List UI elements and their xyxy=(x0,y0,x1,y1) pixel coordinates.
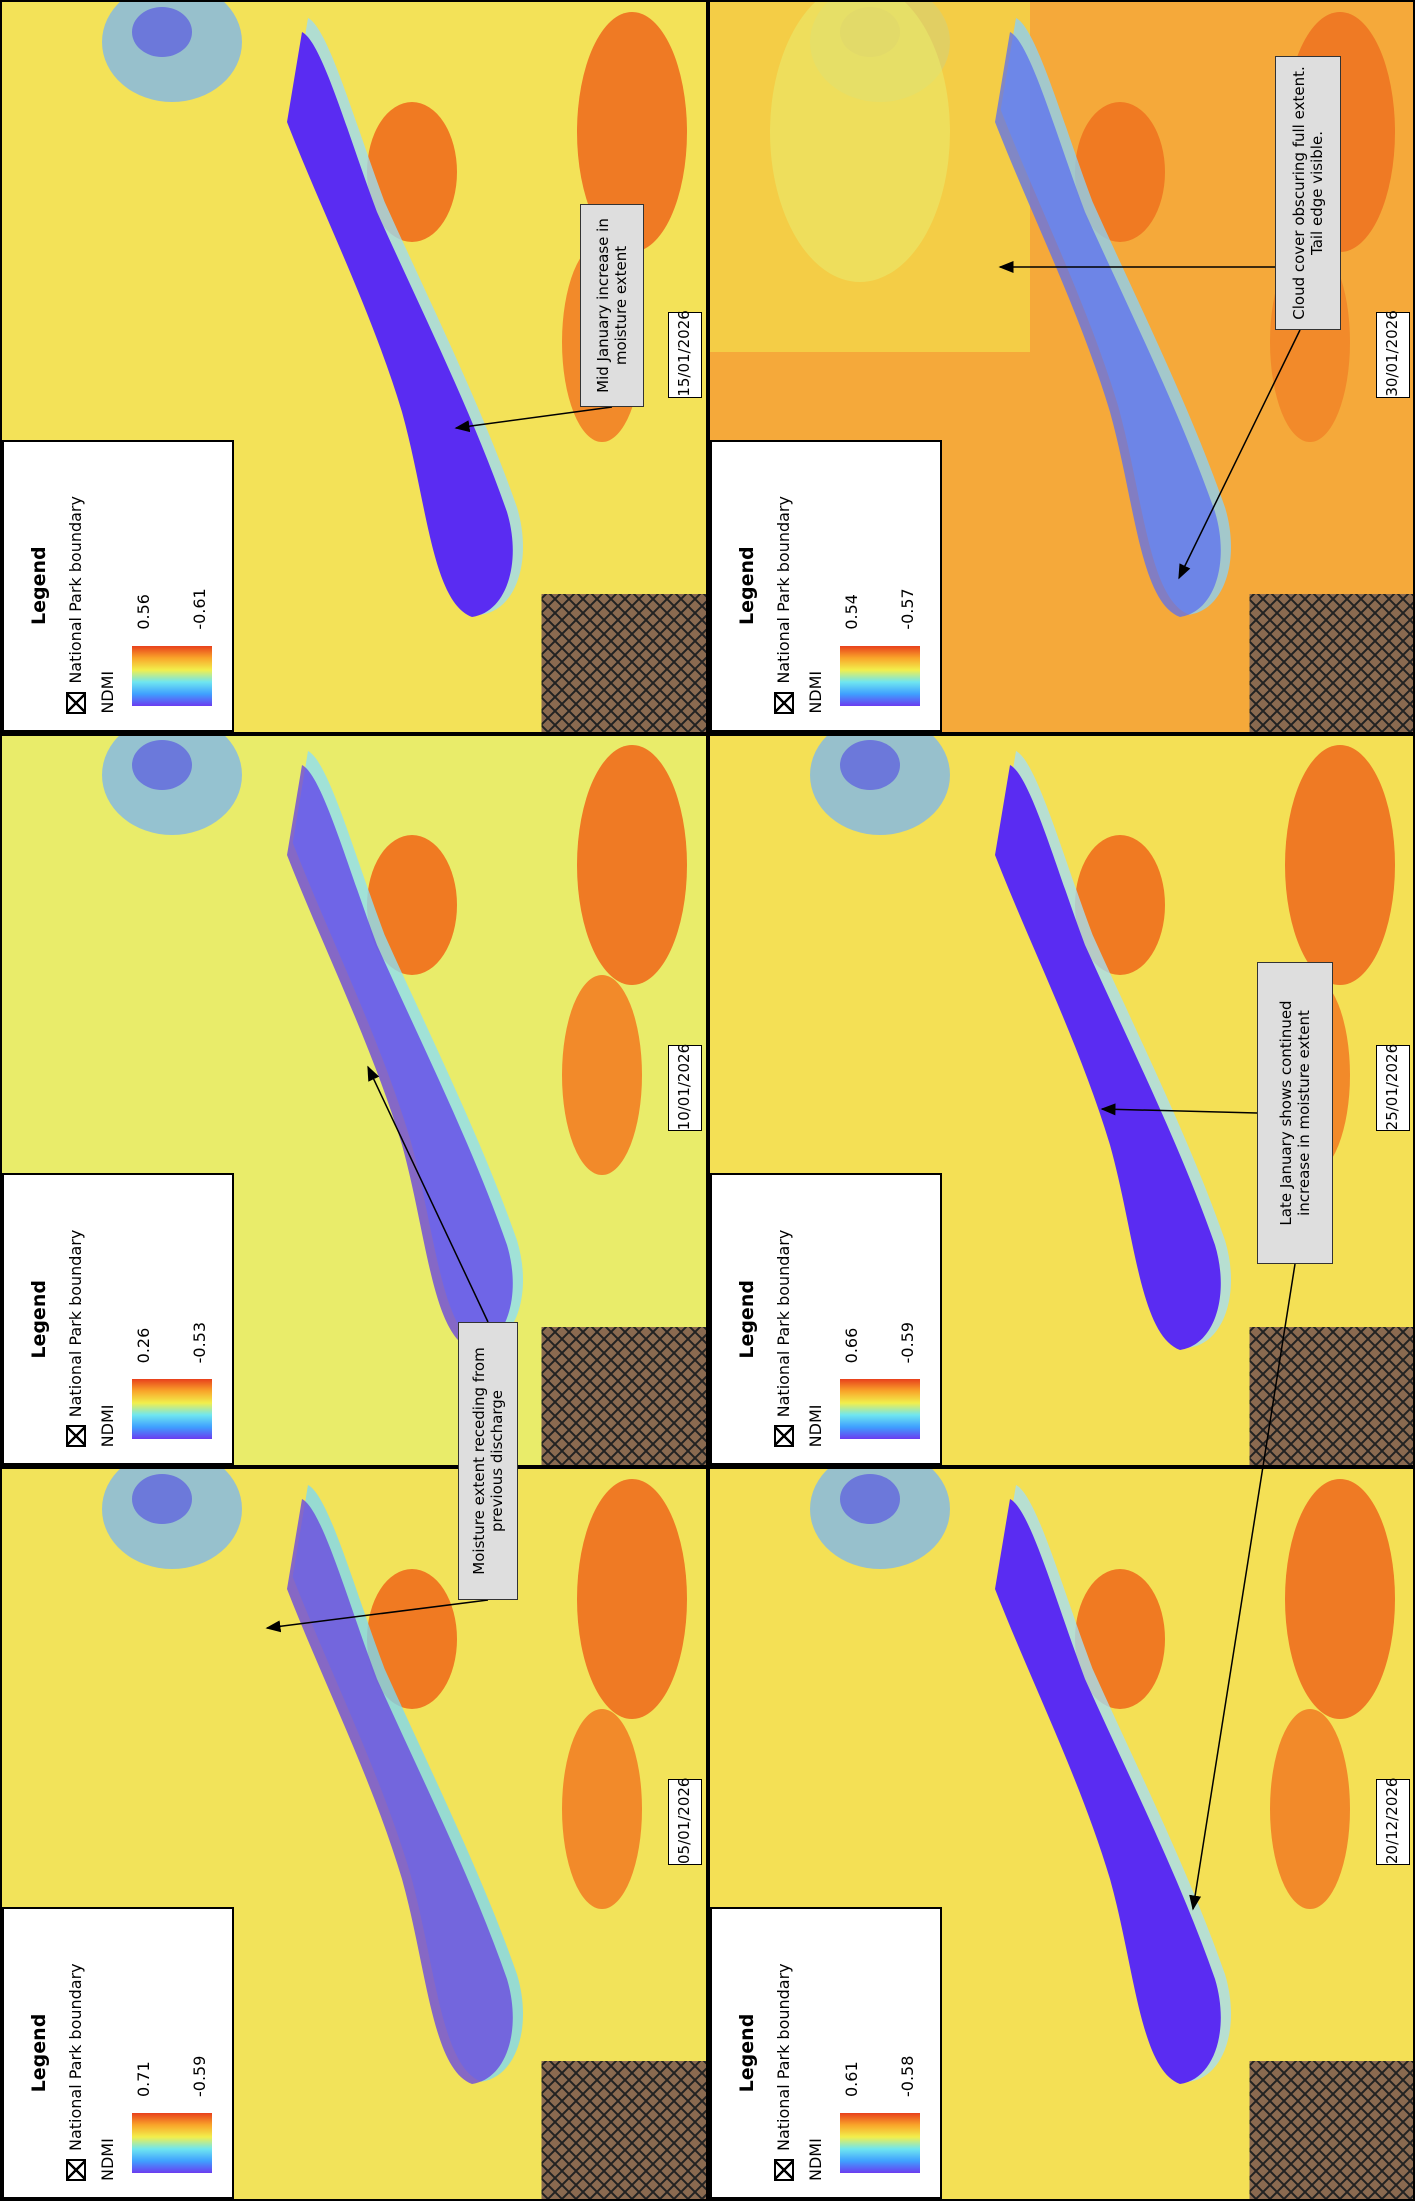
boundary-icon xyxy=(66,692,86,714)
park-boundary xyxy=(1249,2061,1415,2199)
annotation: Cloud cover obscuring full extent. Tail … xyxy=(1275,56,1341,330)
color-ramp xyxy=(132,1379,212,1439)
map-sheet: Legend National Park boundary NDMI 0.71 -0.5… xyxy=(0,0,1415,2201)
legend-title: Legend xyxy=(28,1909,50,2197)
annotation: Moisture extent receding from previous d… xyxy=(458,1322,518,1600)
boundary-label: National Park boundary xyxy=(774,1230,793,1418)
ramp-max: 0.54 xyxy=(842,594,861,630)
legend: Legend National Park boundary NDMI 0.61 -0.5… xyxy=(710,1907,942,2199)
legend-title: Legend xyxy=(736,1175,758,1463)
boundary-label: National Park boundary xyxy=(66,1963,85,2151)
page: Legend National Park boundary NDMI 0.71 -0.5… xyxy=(0,0,1415,2201)
boundary-label: National Park boundary xyxy=(774,496,793,684)
legend-title: Legend xyxy=(736,1909,758,2197)
index-label: NDMI xyxy=(98,1405,117,1448)
park-boundary xyxy=(542,594,708,732)
legend-title: Legend xyxy=(28,442,50,730)
annotation: Mid January increase in moisture extent xyxy=(580,204,644,407)
index-label: NDMI xyxy=(806,671,825,714)
legend: Legend National Park boundary NDMI 0.56 -0.6… xyxy=(2,440,234,732)
date-label: 05/01/2026 xyxy=(668,1779,702,1865)
ramp-min: -0.58 xyxy=(898,2056,917,2097)
legend: Legend National Park boundary NDMI 0.54 -0.5… xyxy=(710,440,942,732)
ramp-max: 0.56 xyxy=(134,594,153,630)
boundary-icon xyxy=(66,1425,86,1447)
date-label: 20/12/2026 xyxy=(1376,1779,1410,1865)
color-ramp xyxy=(840,2113,920,2173)
park-boundary xyxy=(542,2061,708,2199)
ramp-max: 0.26 xyxy=(134,1328,153,1364)
index-label: NDMI xyxy=(98,671,117,714)
boundary-icon xyxy=(774,1425,794,1447)
annotation: Late January shows continued increase in… xyxy=(1257,962,1333,1264)
park-boundary xyxy=(1249,594,1415,732)
ramp-max: 0.66 xyxy=(842,1328,861,1364)
ramp-min: -0.59 xyxy=(898,1322,917,1363)
date-label: 30/01/2026 xyxy=(1376,312,1410,398)
color-ramp xyxy=(132,2113,212,2173)
index-label: NDMI xyxy=(806,2138,825,2181)
legend: Legend National Park boundary NDMI 0.66 -0.5… xyxy=(710,1173,942,1465)
index-label: NDMI xyxy=(98,2138,117,2181)
park-boundary xyxy=(1249,1327,1415,1465)
ramp-min: -0.61 xyxy=(190,588,209,629)
boundary-label: National Park boundary xyxy=(774,1963,793,2151)
legend: Legend National Park boundary NDMI 0.71 -0.5… xyxy=(2,1907,234,2199)
boundary-icon xyxy=(774,2159,794,2181)
ramp-max: 0.61 xyxy=(842,2061,861,2097)
color-ramp xyxy=(840,1379,920,1439)
date-label: 25/01/2026 xyxy=(1376,1045,1410,1131)
ramp-max: 0.71 xyxy=(134,2061,153,2097)
legend: Legend National Park boundary NDMI 0.26 -0.5… xyxy=(2,1173,234,1465)
date-label: 10/01/2026 xyxy=(668,1045,702,1131)
boundary-label: National Park boundary xyxy=(66,496,85,684)
map-panel: Legend National Park boundary NDMI 0.26 -0.5… xyxy=(0,734,708,1468)
color-ramp xyxy=(840,646,920,706)
index-label: NDMI xyxy=(806,1405,825,1448)
legend-title: Legend xyxy=(736,442,758,730)
color-ramp xyxy=(132,646,212,706)
map-panel: Legend National Park boundary NDMI 0.61 -0.5… xyxy=(708,1467,1415,2201)
date-label: 15/01/2026 xyxy=(668,312,702,398)
boundary-icon xyxy=(774,692,794,714)
boundary-label: National Park boundary xyxy=(66,1230,85,1418)
ramp-min: -0.59 xyxy=(190,2056,209,2097)
boundary-icon xyxy=(66,2159,86,2181)
ramp-min: -0.57 xyxy=(898,588,917,629)
ramp-min: -0.53 xyxy=(190,1322,209,1363)
map-panel: Legend National Park boundary NDMI 0.71 -0.5… xyxy=(0,1467,708,2201)
park-boundary xyxy=(542,1327,708,1465)
legend-title: Legend xyxy=(28,1175,50,1463)
